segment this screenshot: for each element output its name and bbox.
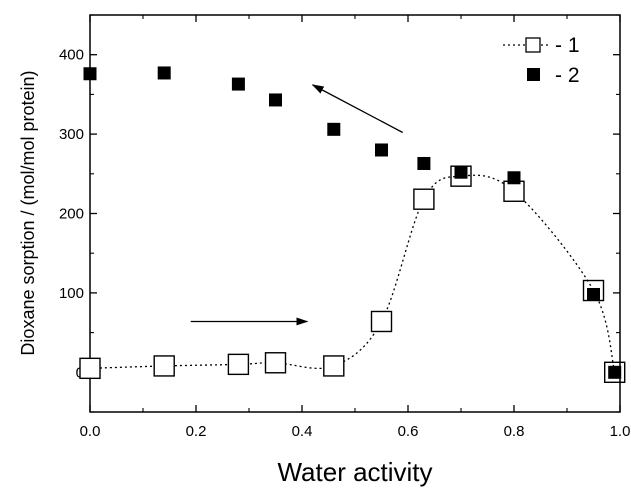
- y-tick-label: 400: [59, 47, 84, 64]
- series-1-point: [604, 361, 626, 383]
- x-axis-label: Water activity: [277, 457, 432, 487]
- y-tick-label: 300: [59, 126, 84, 143]
- x-axis-ticks: 0.0 0.2 0.4 0.6 0.8 1.0: [80, 15, 631, 440]
- series-2-point: [231, 77, 245, 91]
- series-2-point: [608, 365, 622, 379]
- series-1-point: [370, 310, 393, 333]
- series-2-point: [587, 287, 600, 301]
- series-2-point: [83, 67, 97, 81]
- legend-series-2-marker: [527, 68, 540, 81]
- series-1-point: [153, 355, 175, 377]
- series-1-point: [413, 188, 435, 210]
- series-2-point: [327, 122, 341, 136]
- x-tick-label: 0.6: [398, 423, 419, 440]
- series-1-point: [227, 353, 250, 376]
- series-2-point: [454, 165, 468, 179]
- series-2-markers: [83, 66, 622, 379]
- series-1-markers: [79, 165, 626, 383]
- legend-series-1-label: - 1: [555, 34, 580, 57]
- y-tick-label: 200: [59, 206, 84, 223]
- legend-series-2-label: - 2: [555, 64, 580, 87]
- x-tick-label: 0.8: [504, 423, 525, 440]
- y-tick-label: 100: [59, 285, 84, 302]
- series-1-point: [323, 355, 345, 377]
- series-1-dotted-line: [89, 174, 616, 373]
- annotation-arrow: [311, 84, 404, 134]
- series-2-point: [157, 66, 171, 80]
- x-tick-label: 0.4: [292, 423, 313, 440]
- legend: - 1 - 2: [503, 34, 580, 87]
- series-2-point: [375, 143, 388, 157]
- x-tick-label: 0.2: [186, 423, 207, 440]
- series-1-point: [264, 352, 287, 374]
- series-2-point: [417, 156, 431, 170]
- x-tick-label: 1.0: [610, 423, 631, 440]
- series-1-point: [79, 357, 101, 380]
- series-2-point: [507, 171, 521, 185]
- annotation-arrows: [190, 84, 404, 326]
- y-axis-label: Dioxane sorption / (mol/mol protein): [18, 70, 38, 355]
- series-2-point: [269, 93, 282, 107]
- legend-series-1-marker: [525, 37, 541, 53]
- x-tick-label: 0.0: [80, 423, 101, 440]
